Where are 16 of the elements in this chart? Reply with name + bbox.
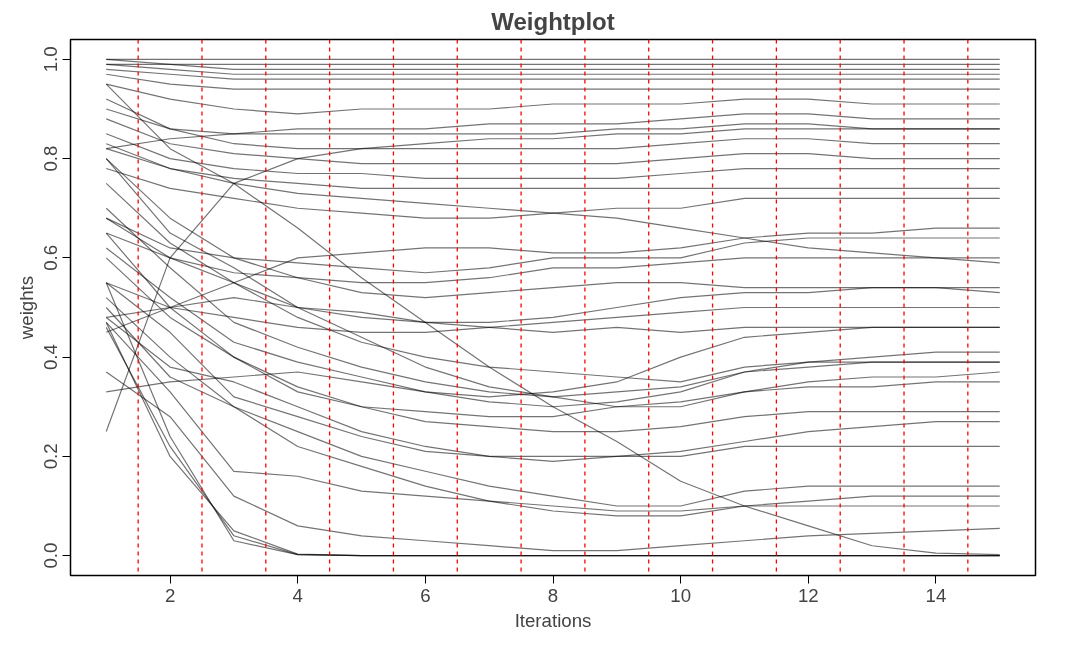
chart-title: Weightplot [491,7,615,35]
x-tick-label: 4 [292,584,303,606]
y-axis-title: weights [15,275,37,341]
y-tick-label: 0.6 [40,244,62,271]
x-tick-label: 14 [925,584,947,606]
y-tick-label: 0.0 [40,542,62,569]
x-tick-label: 2 [164,584,176,606]
x-axis-title: Iterations [514,609,592,631]
x-tick-label: 12 [797,584,819,606]
y-tick-label: 0.8 [40,145,62,172]
x-tick-label: 10 [670,584,692,606]
y-tick-label: 0.2 [40,443,62,470]
x-tick-label: 6 [420,584,431,606]
y-tick-label: 1.0 [40,46,62,73]
y-tick-label: 0.4 [40,344,62,371]
x-tick-label: 8 [547,584,559,606]
